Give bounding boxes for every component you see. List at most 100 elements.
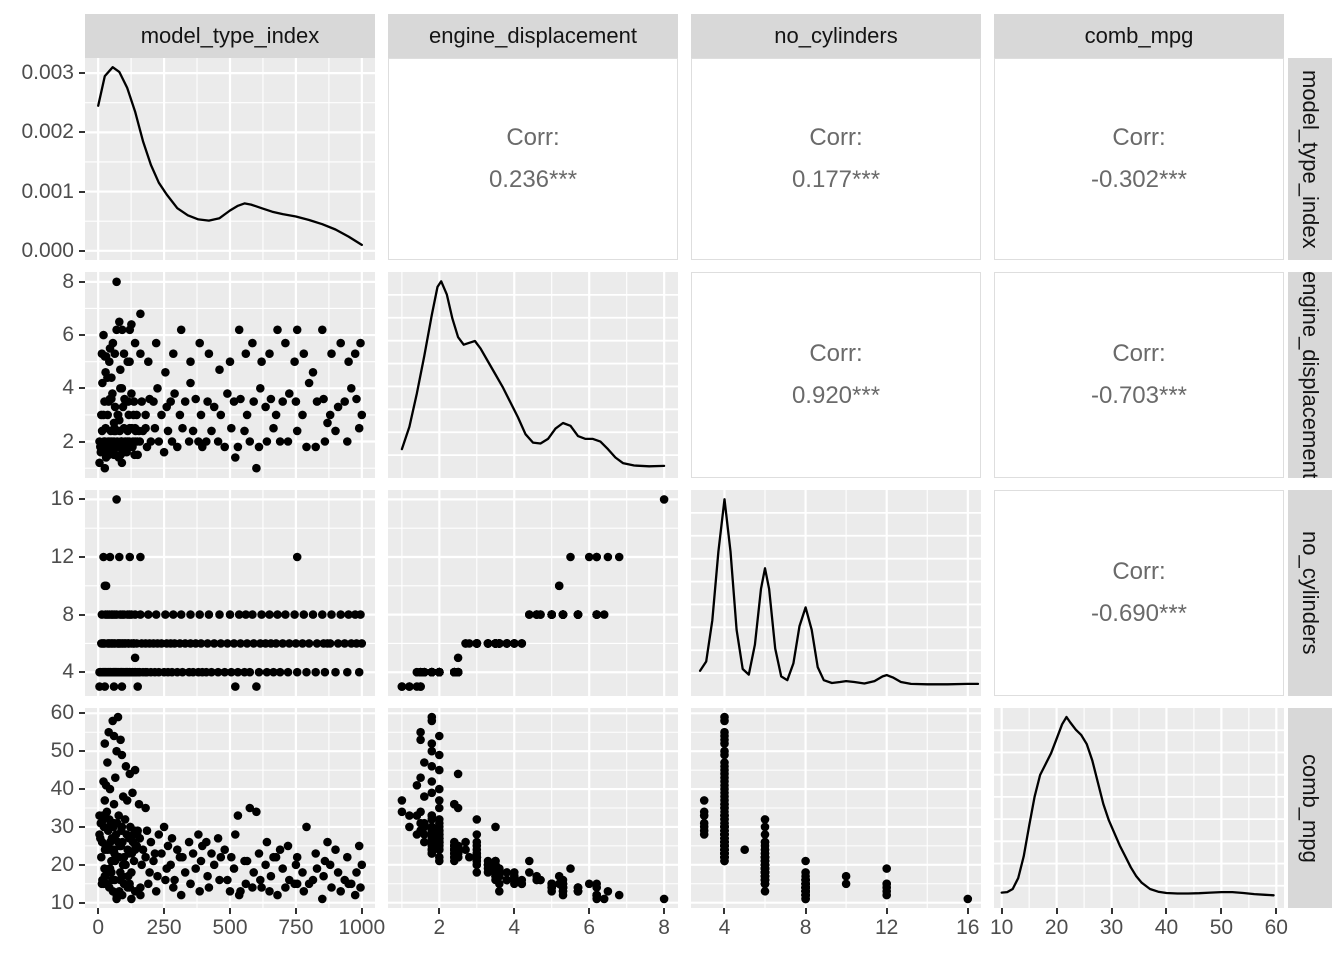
row-strip-label: model_type_index: [1298, 69, 1323, 249]
x-axis-label: 20: [1044, 916, 1069, 939]
x-axis-label: 500: [212, 916, 248, 939]
x-axis-tick: [1220, 908, 1223, 914]
x-axis-tick: [97, 908, 100, 914]
x-axis-tick: [294, 908, 297, 914]
y-axis-label: 12: [50, 544, 74, 568]
x-axis-tick: [723, 908, 726, 914]
column-strip-label: no_cylinders: [774, 23, 898, 48]
y-axis-label: 2: [62, 429, 74, 453]
panel-corr-engine-displacement-no-cylinders: Corr: 0.920***: [691, 272, 981, 478]
column-strip-model-type-index: model_type_index: [85, 14, 375, 58]
x-axis-tick: [1000, 908, 1003, 914]
panel-corr-no-cylinders-comb-mpg: Corr: -0.690***: [994, 490, 1284, 696]
x-axis-label: 4: [508, 916, 521, 939]
column-strip-label: engine_displacement: [429, 23, 637, 48]
y-axis-label: 4: [62, 376, 74, 400]
x-axis-label: 8: [658, 916, 670, 939]
x-axis-label: 1000: [338, 916, 386, 939]
panel-scatter-engine-displacement-vs-model-type-index: [85, 272, 375, 478]
corr-value: -0.703***: [1090, 382, 1188, 409]
panel-scatter-comb-mpg-vs-model-type-index: [85, 708, 375, 908]
row-strip-label: engine_displacement: [1298, 272, 1323, 478]
x-axis-label: 250: [146, 916, 182, 939]
corr-value: 0.236***: [488, 166, 578, 193]
x-axis-label: 8: [799, 916, 812, 939]
corr-value: 0.920***: [791, 382, 881, 409]
x-axis-label: 0: [92, 916, 105, 939]
x-axis-label: 30: [1099, 916, 1124, 939]
y-axis-label: 60: [50, 701, 74, 725]
y-axis-label: 10: [50, 890, 74, 914]
y-axis-label: 8: [62, 602, 74, 626]
y-axis-label: 6: [62, 323, 74, 347]
y-axis-label: 0.003: [21, 61, 74, 85]
x-axis-tick: [438, 908, 441, 914]
x-axis-label: 16: [956, 916, 980, 939]
y-axis-label: 0.002: [21, 120, 74, 144]
corr-label: Corr:: [1112, 340, 1166, 367]
y-axis-label: 20: [50, 852, 74, 876]
x-axis-tick: [966, 908, 969, 914]
x-axis-label: 10: [990, 916, 1014, 939]
x-axis-tick: [1110, 908, 1113, 914]
x-axis-tick: [1055, 908, 1058, 914]
column-strip-engine-displacement: engine_displacement: [388, 14, 678, 58]
x-axis-tick: [1165, 908, 1168, 914]
x-axis-label: 12: [875, 916, 899, 939]
panel-density-no-cylinders: [691, 490, 981, 696]
column-strip-label: comb_mpg: [1084, 23, 1194, 48]
x-axis-tick: [588, 908, 591, 914]
corr-value: -0.690***: [1090, 600, 1188, 627]
x-axis-label: 2: [433, 916, 446, 939]
x-axis-tick: [229, 908, 231, 914]
panel-density-model-type-index: [85, 58, 375, 260]
x-axis-label: 50: [1209, 916, 1234, 939]
x-axis-label: 6: [583, 916, 596, 939]
x-axis-tick: [885, 908, 888, 914]
x-axis-tick: [1275, 908, 1278, 914]
panel-corr-model-type-index-engine-displacement: Corr: 0.236***: [388, 58, 678, 260]
x-axis-tick: [360, 908, 363, 914]
corr-value: 0.177***: [791, 166, 881, 193]
panel-corr-engine-displacement-comb-mpg: Corr: -0.703***: [994, 272, 1284, 478]
y-axis-label: 0.000: [21, 238, 74, 262]
panel-scatter-comb-mpg-vs-no-cylinders: [691, 708, 981, 908]
y-axis-label: 30: [50, 814, 74, 838]
row-strip-model-type-index: model_type_index: [1288, 58, 1332, 260]
corr-label: Corr:: [809, 340, 863, 367]
row-strip-no-cylinders: no_cylinders: [1288, 490, 1332, 696]
column-strip-no-cylinders: no_cylinders: [691, 14, 981, 58]
y-axis-label: 8: [62, 269, 74, 293]
row-strip-label: no_cylinders: [1298, 531, 1323, 655]
y-axis-label: 16: [50, 487, 74, 511]
row-strip-comb-mpg: comb_mpg: [1288, 708, 1332, 908]
row-strip-engine-displacement: engine_displacement: [1288, 272, 1332, 478]
y-axis-label: 50: [50, 739, 74, 763]
corr-label: Corr:: [506, 124, 560, 151]
panel-scatter-comb-mpg-vs-engine-displacement: [388, 708, 678, 908]
y-axis-label: 0.001: [21, 179, 74, 203]
panel-scatter-no-cylinders-vs-model-type-index: [85, 490, 375, 696]
x-axis-label: 4: [718, 916, 731, 939]
x-axis-tick: [663, 908, 666, 914]
panel-corr-model-type-index-no-cylinders: Corr: 0.177***: [691, 58, 981, 260]
x-axis-label: 750: [278, 916, 314, 939]
panel-scatter-no-cylinders-vs-engine-displacement: [388, 490, 678, 696]
corr-label: Corr:: [1112, 124, 1166, 151]
x-axis-label: 40: [1154, 916, 1179, 939]
x-axis-tick: [163, 908, 166, 914]
corr-value: -0.302***: [1090, 166, 1188, 193]
corr-label: Corr:: [809, 124, 863, 151]
row-strip-label: comb_mpg: [1298, 753, 1323, 863]
panel-density-comb-mpg: [994, 708, 1284, 908]
y-axis-label: 4: [62, 660, 74, 684]
column-strip-label: model_type_index: [140, 23, 320, 48]
panel-corr-model-type-index-comb-mpg: Corr: -0.302***: [994, 58, 1284, 260]
x-axis-label: 60: [1264, 916, 1288, 939]
y-axis-label: 40: [50, 777, 74, 801]
column-strip-comb-mpg: comb_mpg: [994, 14, 1284, 58]
panel-density-engine-displacement: [388, 272, 678, 478]
corr-label: Corr:: [1112, 558, 1166, 585]
x-axis-tick: [513, 908, 516, 914]
